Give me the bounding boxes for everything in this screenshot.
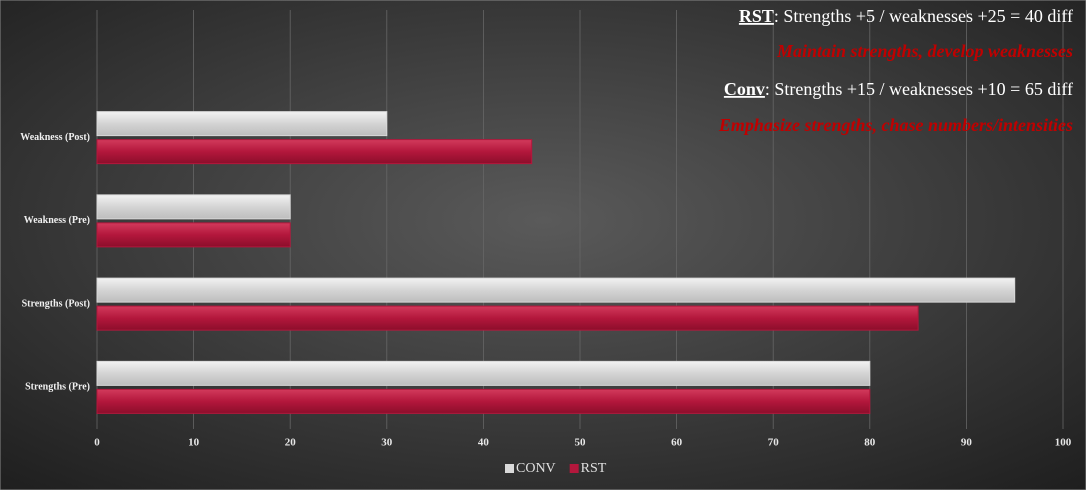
bar xyxy=(96,139,533,165)
x-tick-label: 90 xyxy=(961,437,973,449)
y-tick-label: Weakness (Post) xyxy=(20,132,90,143)
bar xyxy=(96,222,291,248)
x-tick-label: 100 xyxy=(1055,437,1072,449)
annotation: RST: Strengths +5 / weaknesses +25 = 40 … xyxy=(739,6,1073,26)
legend-swatch xyxy=(569,464,579,473)
annotation: Maintain strengths, develop weaknesses xyxy=(776,41,1073,61)
annotation-text: : Strengths +15 / weaknesses +10 = 65 di… xyxy=(765,79,1073,99)
bar xyxy=(96,360,871,386)
x-tick-label: 20 xyxy=(285,437,297,449)
legend-swatch xyxy=(505,464,514,473)
annotation: Emphasize strengths, chase numbers/inten… xyxy=(718,115,1073,135)
y-tick-label: Weakness (Pre) xyxy=(24,215,90,226)
annotation-label: Conv xyxy=(724,79,765,99)
x-tick-label: 60 xyxy=(671,437,683,449)
x-tick-label: 0 xyxy=(94,437,100,449)
bar xyxy=(96,305,919,331)
bar xyxy=(96,388,871,414)
x-tick-label: 70 xyxy=(768,437,780,449)
bar xyxy=(96,111,388,137)
x-tick-label: 80 xyxy=(864,437,876,449)
x-tick-label: 40 xyxy=(478,437,490,449)
annotation: Conv: Strengths +15 / weaknesses +10 = 6… xyxy=(724,79,1073,99)
bar xyxy=(96,277,1016,303)
legend-label: RST xyxy=(581,461,607,476)
annotation-text: Emphasize strengths, chase numbers/inten… xyxy=(718,115,1073,135)
annotation-label: RST xyxy=(739,6,774,26)
x-tick-label: 30 xyxy=(381,437,393,449)
legend-label: CONV xyxy=(516,461,556,476)
x-tick-label: 10 xyxy=(188,437,200,449)
y-tick-label: Strengths (Pre) xyxy=(25,382,90,393)
x-tick-label: 50 xyxy=(575,437,587,449)
annotation-text: Maintain strengths, develop weaknesses xyxy=(776,41,1073,61)
annotation-text: : Strengths +5 / weaknesses +25 = 40 dif… xyxy=(774,6,1073,26)
bar xyxy=(96,194,291,220)
y-tick-label: Strengths (Post) xyxy=(22,298,90,309)
